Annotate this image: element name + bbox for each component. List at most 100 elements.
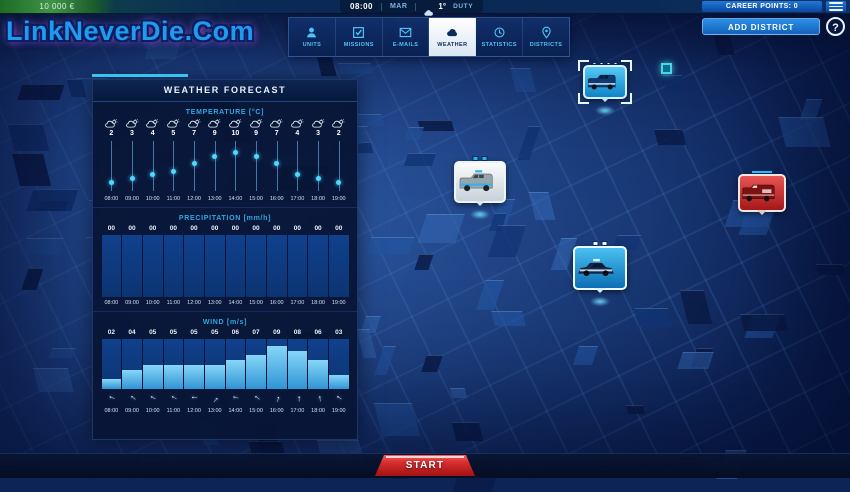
police-car-icon [575,257,625,280]
units-icon [305,26,318,39]
temperature-label: TEMPERATURE [°C] [185,109,265,116]
tab-districts[interactable]: DISTRICTS [523,18,569,56]
map-building [517,126,541,160]
temp-value: 10 [231,130,240,137]
time-label: 19:00 [331,196,346,202]
sun-cloud-icon [291,119,304,128]
sun-cloud-icon [208,119,221,128]
time-label: 09:00 [125,300,139,306]
temp-value: 7 [192,130,196,137]
temp-value: 3 [316,130,320,137]
map-building [510,68,536,92]
sun-cloud-icon [146,119,159,128]
tab-statistics[interactable]: STATISTICS [476,18,524,56]
tab-label: WEATHER [437,42,468,48]
wind-value: 05 [211,329,219,336]
start-button[interactable]: START [375,455,475,476]
unit-badge [738,170,786,215]
map-building [11,153,52,186]
cloud-icon [424,3,434,16]
hamburger-menu-button[interactable] [826,1,846,12]
sun-cloud-icon [125,119,139,128]
temp-column: 4 10:00 [142,119,163,202]
time-label: 11:00 [166,196,181,202]
precip-value: 00 [273,225,281,232]
precip-value: 00 [190,225,198,232]
emails-icon [399,26,412,39]
precip-value: 00 [335,225,343,232]
game-time: 08:00 [350,2,373,11]
precip-column [101,235,122,297]
map-building [739,314,789,331]
time-label: 13:00 [207,196,222,202]
panel-accent-line [92,74,188,77]
wind-direction-arrow: → [146,392,159,406]
map-building [404,127,425,140]
wind-direction-arrow: → [312,393,324,405]
wind-column [246,339,266,389]
wind-bar [204,365,225,389]
precip-value: 00 [149,225,157,232]
wind-bar [163,365,184,389]
tab-units[interactable]: UNITS [289,18,336,56]
unit-marker-police-van[interactable] [578,60,632,115]
wind-section: WIND [m/s] 02 04 05 05 05 05 06 07 09 08 06 03 → → → →… [93,311,357,416]
wind-value: 07 [252,329,260,336]
wind-direction-cell: → [184,389,205,407]
wind-value: 05 [169,329,177,336]
precipitation-label: PRECIPITATION [mm/h] [178,215,272,222]
roof-light [592,61,597,65]
temp-slider [204,139,225,193]
temp-column: 4 17:00 [287,119,308,202]
map-building [661,75,687,92]
money-display: 10 000 € [0,0,114,13]
wind-value: 02 [107,329,115,336]
nav-tab-bar: UNITS MISSIONS E-MAILS WEATHER STATISTICS DIS… [288,17,570,57]
help-button[interactable]: ? [826,17,845,36]
wind-bar [308,360,328,389]
temp-slider [225,139,246,193]
precip-value: 00 [252,225,260,232]
selection-bracket [621,93,632,104]
precip-column [163,235,184,297]
temp-slider [142,139,163,193]
wind-direction-arrow: → [249,392,263,406]
outside-temperature: 1° [438,2,447,11]
temp-dot [150,172,156,178]
wind-column [287,339,308,389]
map-building [778,117,831,147]
weather-icon [446,26,459,39]
sun-cloud-icon [167,119,180,128]
unit-marker-ambulance[interactable] [454,156,506,219]
tab-emails[interactable]: E-MAILS [383,18,430,56]
map-poi-square[interactable] [661,63,672,74]
temp-slider [101,139,122,193]
add-district-button[interactable]: ADD DISTRICT [702,18,820,35]
precip-column [328,235,349,297]
unit-marker-fire-truck[interactable] [738,170,786,215]
temp-dot [294,172,300,178]
temp-dot [315,176,321,181]
temp-slider [246,139,267,193]
districts-icon [540,26,553,39]
temp-dot [336,179,342,185]
temp-value: 2 [109,130,114,137]
temp-slider [287,139,308,193]
map-building [365,237,415,254]
precip-value: 00 [293,225,301,232]
map-building [476,280,504,310]
time-label: 16:00 [269,408,284,414]
time-label: 10:00 [145,408,160,414]
temp-column: 2 19:00 [328,119,349,202]
unit-marker-police-car[interactable] [573,241,627,306]
temp-value: 5 [171,130,176,137]
map-building [373,403,421,436]
wind-direction-arrow: → [332,392,346,406]
wind-column [266,339,287,389]
tab-weather[interactable]: WEATHER [429,18,477,56]
wind-direction-cell: → [246,389,267,407]
tab-missions[interactable]: MISSIONS [336,18,383,56]
time-label: 08:00 [104,408,119,414]
temp-column: 9 15:00 [246,119,267,202]
map-building [815,264,846,275]
